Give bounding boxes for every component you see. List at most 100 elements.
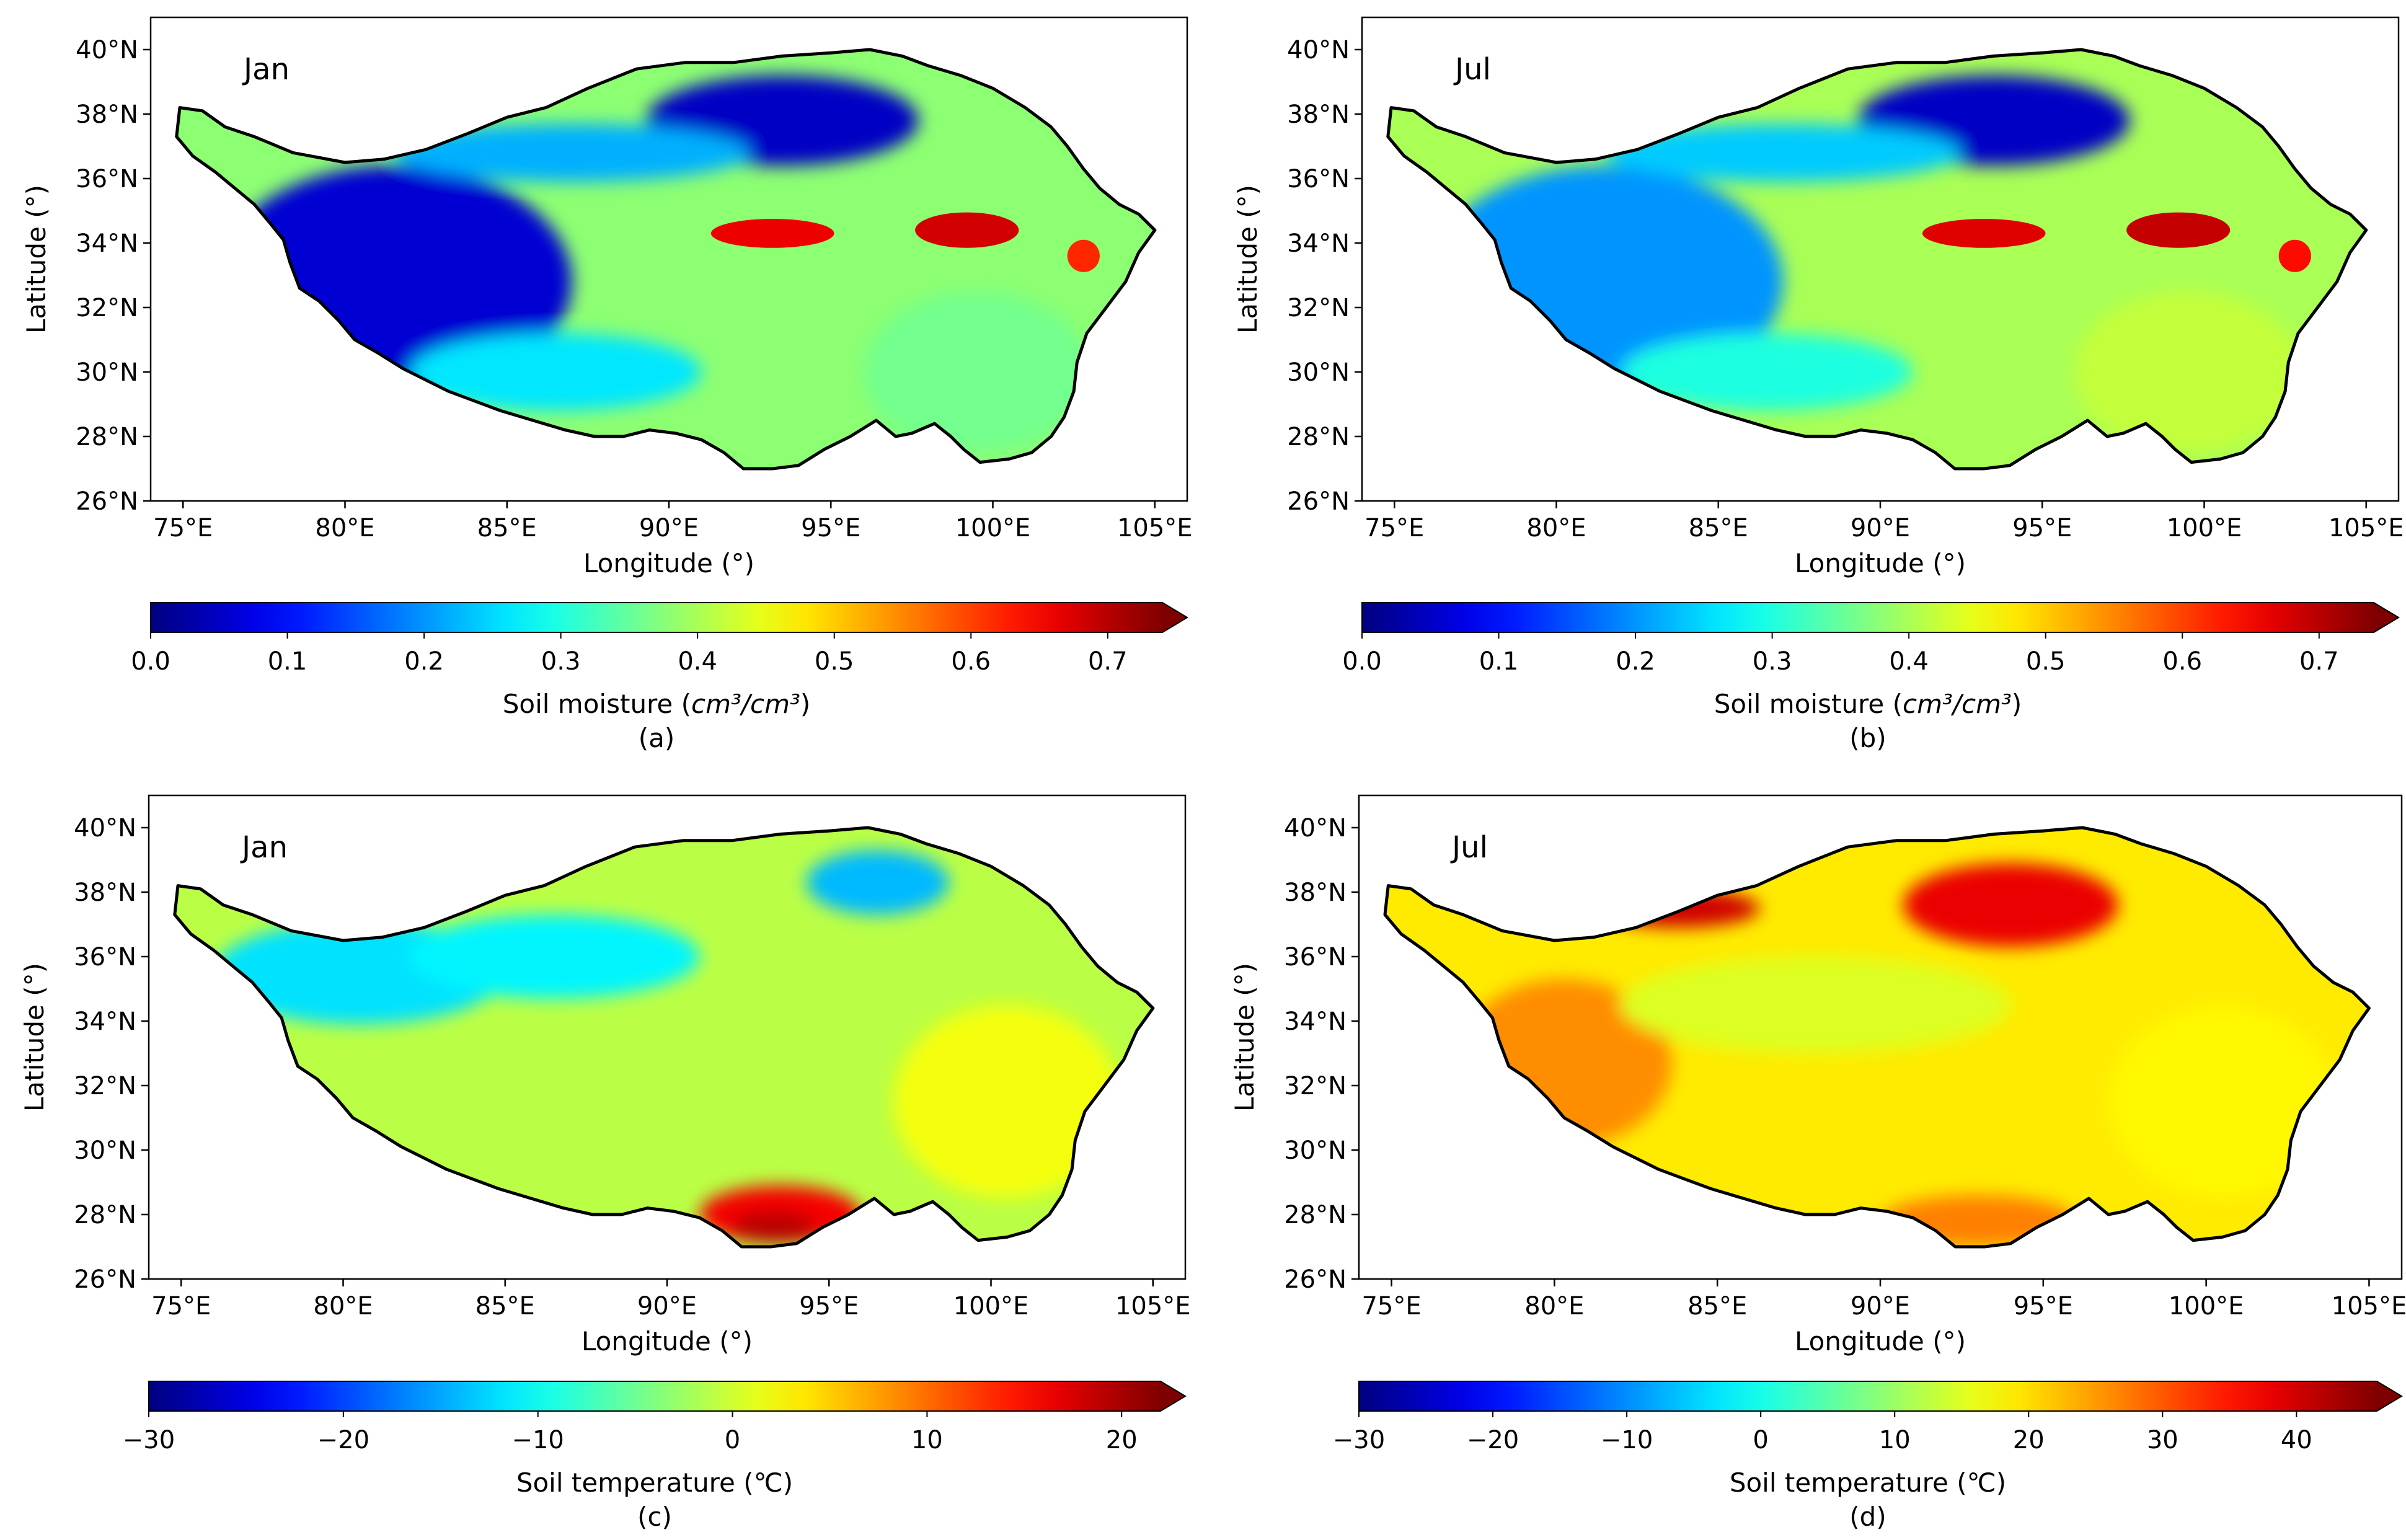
colorbar-label-suffix: ) bbox=[2012, 689, 2022, 719]
colorbar-frame bbox=[150, 602, 1188, 633]
region-north-strip bbox=[1604, 123, 1962, 182]
y-tick-label: 38°N bbox=[74, 878, 136, 907]
y-tick-label: 26°N bbox=[76, 487, 138, 516]
y-tick-label: 40°N bbox=[1287, 36, 1350, 64]
colorbar-label-prefix: Soil moisture ( bbox=[503, 689, 691, 719]
y-tick-label: 28°N bbox=[76, 423, 138, 451]
y-tick-label: 40°N bbox=[1284, 814, 1347, 843]
colorbar-extend-arrow bbox=[2377, 1381, 2402, 1411]
colorbar-tick-label: −30 bbox=[1333, 1426, 1385, 1454]
y-tick-label: 36°N bbox=[1284, 943, 1347, 971]
colorbar-tick-label: 0.2 bbox=[1616, 647, 1655, 676]
x-tick-label: 95°E bbox=[2014, 1292, 2073, 1321]
colorbar-tick-label: 0.7 bbox=[1088, 647, 1128, 676]
x-tick-label: 105°E bbox=[2329, 514, 2404, 542]
y-tick-label: 40°N bbox=[76, 36, 138, 64]
colorbar-tick-label: 0 bbox=[725, 1426, 740, 1454]
colorbar-tick-label: 0.6 bbox=[2162, 647, 2202, 676]
region-east-mild bbox=[893, 1005, 1121, 1198]
panel-letter: (d) bbox=[1849, 1502, 1886, 1532]
colorbar-label: Soil temperature (℃) bbox=[1730, 1467, 2006, 1498]
colorbar-gradient bbox=[151, 603, 1162, 632]
region-east-mild bbox=[2108, 1005, 2337, 1198]
x-tick-label: 100°E bbox=[2167, 514, 2242, 542]
colorbar-tick-label: 0.4 bbox=[1889, 647, 1929, 676]
y-tick-label: 40°N bbox=[74, 814, 136, 843]
y-tick-label: 34°N bbox=[74, 1007, 136, 1036]
panel-a: 75°E 80°E 85°E 90°E 95°E 100°E 105°E 26°N 28°N 30… bbox=[21, 16, 1193, 753]
region-wet-patch-far-east bbox=[1067, 239, 1100, 272]
colorbar-label-suffix: ) bbox=[800, 689, 810, 719]
x-tick-label: 90°E bbox=[637, 1292, 697, 1321]
colorbar-label-prefix: Soil temperature (℃) bbox=[516, 1467, 793, 1498]
y-tick-label: 32°N bbox=[1284, 1072, 1347, 1100]
x-tick-label: 90°E bbox=[639, 514, 699, 542]
x-tick-label: 90°E bbox=[1851, 514, 1910, 542]
month-label: Jan bbox=[242, 52, 290, 87]
region-wet-patch-east bbox=[915, 212, 1019, 248]
region-southwest-band bbox=[410, 333, 702, 411]
month-label: Jul bbox=[1453, 52, 1491, 87]
region-southeast-moist bbox=[863, 291, 1090, 453]
y-tick-label: 28°N bbox=[1287, 423, 1350, 451]
region-north-strip bbox=[393, 123, 750, 182]
y-tick-label: 26°N bbox=[1287, 487, 1350, 516]
colorbar: 0.0 0.1 0.2 0.3 0.4 0.5 0.6 0.7 Soil moisture (c… bbox=[1342, 602, 2400, 719]
region-qaidam-hot bbox=[1903, 863, 2118, 947]
y-tick-label: 30°N bbox=[1287, 358, 1350, 387]
x-tick-label: 105°E bbox=[1117, 514, 1193, 542]
x-tick-label: 100°E bbox=[955, 514, 1031, 542]
colorbar-gradient bbox=[149, 1381, 1161, 1411]
y-tick-label: 38°N bbox=[76, 100, 138, 129]
y-tick-label: 34°N bbox=[1284, 1007, 1347, 1036]
y-tick-label: 26°N bbox=[74, 1265, 136, 1294]
y-tick-label: 34°N bbox=[76, 229, 138, 258]
month-label: Jul bbox=[1450, 830, 1488, 865]
colorbar-tick-label: 0.3 bbox=[541, 647, 581, 676]
x-tick-label: 85°E bbox=[1687, 1292, 1747, 1321]
colorbar: −30 −20 −10 0 10 20 Soil temperature (℃) bbox=[123, 1381, 1187, 1498]
colorbar-tick-label: 20 bbox=[2013, 1426, 2045, 1454]
colorbar-frame bbox=[148, 1381, 1187, 1412]
colorbar-tick-label: 0.0 bbox=[131, 647, 170, 676]
colorbar-tick-label: 0.4 bbox=[678, 647, 717, 676]
map-field bbox=[176, 50, 1155, 469]
colorbar-tick-label: 0.3 bbox=[1753, 647, 1792, 676]
colorbar-gradient bbox=[1359, 1381, 2377, 1411]
colorbar-tick-label: 0.7 bbox=[2299, 647, 2339, 676]
colorbar-extend-arrow bbox=[2374, 603, 2399, 632]
colorbar-label-prefix: Soil moisture ( bbox=[1714, 689, 1903, 719]
x-tick-label: 85°E bbox=[1689, 514, 1748, 542]
plateau-outline bbox=[175, 48, 1157, 471]
colorbar-label-prefix: Soil temperature (℃) bbox=[1730, 1467, 2006, 1498]
map-field bbox=[1387, 50, 2366, 469]
y-tick-label: 32°N bbox=[1287, 294, 1350, 322]
x-tick-label: 80°E bbox=[315, 514, 374, 542]
colorbar-extend-arrow bbox=[1161, 1381, 1185, 1411]
colorbar-tick-label: −20 bbox=[317, 1426, 369, 1454]
x-tick-label: 95°E bbox=[2012, 514, 2072, 542]
x-tick-label: 95°E bbox=[799, 1292, 859, 1321]
region-wet-patch-far-east bbox=[2278, 239, 2311, 272]
x-tick-label: 80°E bbox=[313, 1292, 373, 1321]
colorbar-label: Soil temperature (℃) bbox=[516, 1467, 793, 1498]
colorbar-tick-label: −30 bbox=[123, 1426, 175, 1454]
y-tick-label: 30°N bbox=[76, 358, 138, 387]
y-tick-label: 38°N bbox=[1287, 100, 1350, 129]
colorbar-tick-label: 40 bbox=[2281, 1426, 2312, 1454]
panel-c: 75°E 80°E 85°E 90°E 95°E 100°E 105°E 26°N 28°N 30… bbox=[19, 794, 1191, 1532]
region-qaidam-cold bbox=[806, 850, 949, 915]
colorbar-label-unit: cm³/cm³ bbox=[1903, 689, 2012, 719]
colorbar-tick-label: 0.6 bbox=[951, 647, 991, 676]
colorbar-tick-label: 0.5 bbox=[2026, 647, 2066, 676]
region-wet-patch-central bbox=[1922, 219, 2046, 248]
map-field bbox=[174, 828, 1153, 1247]
y-axis-label: Latitude (°) bbox=[1232, 185, 1263, 334]
x-tick-label: 105°E bbox=[2332, 1292, 2406, 1321]
y-axis-label: Latitude (°) bbox=[1229, 963, 1260, 1112]
plateau-outline bbox=[1386, 48, 2368, 471]
y-tick-label: 30°N bbox=[74, 1136, 136, 1165]
colorbar-tick-label: 0 bbox=[1753, 1426, 1768, 1454]
colorbar-tick-label: −10 bbox=[1601, 1426, 1653, 1454]
